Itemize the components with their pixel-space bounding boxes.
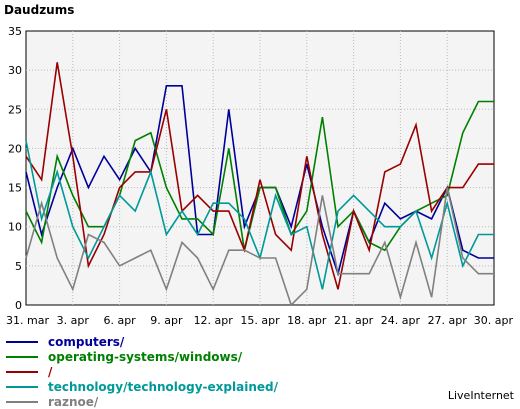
series-line [25,62,494,290]
y-tick-label: 10 [8,221,22,234]
legend-label: operating-systems/windows/ [48,349,243,364]
x-tick-label: 3. apr [57,314,90,327]
y-tick-label: 20 [8,142,22,155]
series-lines [25,62,494,307]
legend: computers/operating-systems/windows// tec… [6,334,278,409]
legend-label: computers/ [48,334,125,349]
grid-lines [26,31,494,305]
y-tick-label: 15 [8,182,22,195]
legend-item: computers/ [6,334,278,349]
x-tick-label: 21. apr [334,314,374,327]
chart-plot: 0 5 10 15 20 25 30 35 31. mar 3. apr 6. apr 9. apr… [6,25,513,327]
legend-item: raznoe/ [6,394,278,409]
x-tick-label: 24. apr [381,314,421,327]
y-tick-label: 0 [15,299,22,312]
x-tick-label: 30. apr [474,314,514,327]
x-tick-label: 6. apr [103,314,136,327]
x-tick-label: 31. mar [6,314,49,327]
legend-item: technology/technology-explained/ [6,379,278,394]
series-line [25,187,494,307]
y-axis-ticks: 0 5 10 15 20 25 30 35 [8,25,22,312]
legend-label: raznoe/ [48,394,99,409]
y-tick-label: 30 [8,64,22,77]
x-tick-label: 18. apr [287,314,327,327]
legend-label: / [48,364,53,379]
y-tick-label: 35 [8,25,22,38]
legend-item: / [6,364,278,379]
x-tick-label: 12. apr [194,314,234,327]
legend-swatch [6,355,38,358]
x-tick-label: 9. apr [150,314,183,327]
legend-item: operating-systems/windows/ [6,349,278,364]
legend-swatch [6,370,38,373]
x-tick-label: 27. apr [428,314,468,327]
chart-title: Daudzums [4,3,75,17]
y-tick-label: 25 [8,103,22,116]
legend-swatch [6,340,38,343]
legend-label: technology/technology-explained/ [48,379,278,394]
x-axis-ticks: 31. mar 3. apr 6. apr 9. apr 12. apr 15. apr 1… [6,314,513,327]
x-tick-label: 15. apr [240,314,280,327]
legend-swatch [6,385,38,388]
liveinternet-credit: LiveInternet [447,389,514,402]
legend-swatch [6,400,38,403]
y-tick-label: 5 [15,260,22,273]
